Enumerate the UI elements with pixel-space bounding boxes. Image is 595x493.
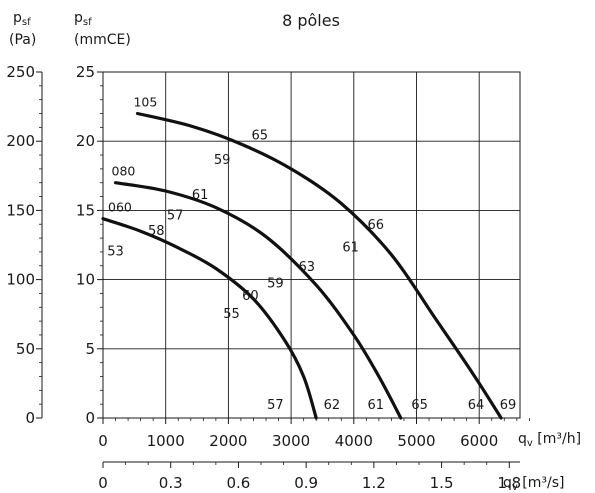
- m3h-tick-label: 6000: [460, 432, 498, 450]
- curve-label-105: 105: [133, 95, 157, 110]
- m3h-tick-label: 0: [98, 432, 108, 450]
- curve-060: [101, 217, 318, 420]
- sound-level-blue: 65: [411, 398, 428, 413]
- m3s-tick-label: 0.9: [294, 474, 318, 492]
- pa-tick-label: 0: [25, 409, 35, 427]
- curve-label-080: 080: [112, 164, 136, 179]
- m3h-tick-label: 3000: [272, 432, 310, 450]
- m3h-tick-label: 2000: [209, 432, 247, 450]
- pa-tick-label: 50: [16, 340, 35, 358]
- sound-level-green: 57: [167, 209, 184, 224]
- mmce-tick-label: 20: [76, 132, 95, 150]
- pa-tick-label: 250: [6, 63, 35, 81]
- sound-level-blue: 69: [500, 398, 517, 413]
- plot-frame: [102, 71, 521, 419]
- m3s-tick-label: 1.5: [430, 474, 454, 492]
- sound-level-blue: 58: [148, 224, 165, 239]
- m3s-axis-label: qv [m³/s]: [503, 475, 564, 493]
- pa-tick-label: 100: [6, 271, 35, 289]
- curve-label-060: 060: [108, 200, 132, 215]
- mmce-axis-unit: (mmCE): [74, 32, 131, 48]
- sound-level-green: 57: [267, 398, 284, 413]
- axes: [36, 71, 530, 468]
- mmce-tick-label: 5: [85, 340, 95, 358]
- sound-level-green: 64: [468, 398, 485, 413]
- m3s-tick-label: 0.3: [159, 474, 183, 492]
- sound-level-blue: 60: [242, 289, 259, 304]
- sound-level-blue: 65: [251, 128, 268, 143]
- sound-level-green: 59: [267, 276, 284, 291]
- sound-level-green: 61: [367, 398, 384, 413]
- sound-level-blue: 63: [299, 260, 316, 275]
- mmce-axis-label: psf: [74, 10, 92, 28]
- curve-105: [135, 111, 503, 420]
- curve-080: [113, 181, 403, 420]
- mmce-tick-label: 15: [76, 201, 95, 219]
- pa-axis-unit: (Pa): [9, 32, 36, 48]
- m3s-tick-label: 0: [98, 474, 108, 492]
- m3s-tick-label: 1.2: [362, 474, 386, 492]
- m3h-axis-label: qv [m³/h]: [518, 431, 581, 449]
- m3s-tick-label: 0.6: [227, 474, 251, 492]
- grid: [102, 71, 521, 419]
- pa-tick-label: 150: [6, 201, 35, 219]
- m3h-tick-label: 4000: [335, 432, 373, 450]
- sound-level-green: 61: [342, 240, 359, 255]
- mmce-tick-label: 0: [85, 409, 95, 427]
- sound-level-blue: 61: [192, 188, 209, 203]
- labels: 060080105050100150200250psf(Pa)051015202…: [6, 10, 581, 493]
- curves: [101, 111, 503, 420]
- m3h-tick-label: 5000: [397, 432, 435, 450]
- sound-level-green: 55: [223, 307, 240, 322]
- pa-tick-label: 200: [6, 132, 35, 150]
- mmce-tick-label: 25: [76, 63, 95, 81]
- m3s-tick-label: 1.8: [497, 474, 521, 492]
- pa-axis-label: psf: [13, 10, 31, 28]
- chart-title: 8 pôles: [282, 11, 340, 30]
- sound-level-blue: 62: [324, 398, 341, 413]
- sound-level-green: 59: [214, 153, 231, 168]
- sound-level-blue: 66: [367, 218, 384, 233]
- m3h-tick-label: 1000: [147, 432, 185, 450]
- sound-level-green: 53: [107, 245, 124, 260]
- mmce-tick-label: 10: [76, 271, 95, 289]
